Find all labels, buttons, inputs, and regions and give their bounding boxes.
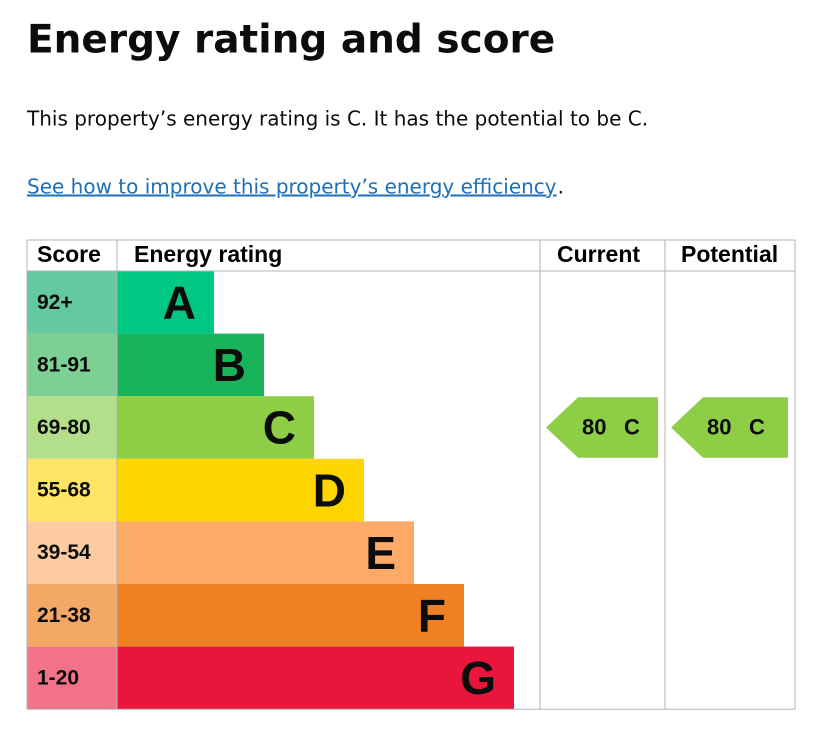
current-score: 80 bbox=[582, 414, 606, 439]
rating-letter: B bbox=[213, 339, 246, 391]
score-range: 1-20 bbox=[37, 666, 79, 689]
score-cell bbox=[27, 458, 117, 522]
title: Energy rating and score bbox=[27, 18, 555, 63]
rating-bar bbox=[117, 333, 264, 397]
column-header: Potential bbox=[681, 241, 778, 267]
column-header: Energy rating bbox=[134, 241, 282, 267]
rating-bar bbox=[117, 521, 414, 584]
rating-bar bbox=[117, 396, 314, 459]
score-range: 39-54 bbox=[37, 541, 91, 564]
rating-bar bbox=[117, 584, 464, 647]
current-arrow bbox=[546, 397, 658, 458]
rating-letter: E bbox=[365, 527, 396, 579]
rating-bar bbox=[117, 646, 514, 710]
score-range: 55-68 bbox=[37, 479, 91, 502]
score-range: 21-38 bbox=[37, 604, 91, 627]
score-cell bbox=[27, 584, 117, 647]
score-cell bbox=[27, 396, 117, 459]
potential-score: 80 bbox=[707, 414, 731, 439]
rating-letter: D bbox=[313, 464, 346, 516]
improve-link[interactable]: See how to improve this property’s energ… bbox=[27, 175, 557, 199]
rating-letter: A bbox=[163, 276, 196, 328]
score-range: 81-91 bbox=[37, 353, 91, 376]
score-cell bbox=[27, 521, 117, 584]
rating-letter: G bbox=[460, 652, 496, 704]
rating-letter: C bbox=[263, 402, 296, 454]
link-suffix: . bbox=[558, 175, 564, 199]
rating-bar bbox=[117, 271, 214, 334]
column-header: Current bbox=[557, 241, 640, 267]
rating-letter: F bbox=[418, 589, 446, 641]
score-range: 92+ bbox=[37, 291, 73, 314]
column-header: Score bbox=[37, 241, 101, 267]
potential-arrow bbox=[671, 397, 788, 458]
rating-table: Score Energy rating Current Potential 92+ A 81… bbox=[26, 239, 796, 710]
score-range: 69-80 bbox=[37, 416, 91, 439]
score-cell bbox=[27, 646, 117, 710]
score-cell bbox=[27, 333, 117, 397]
current-rating: C bbox=[624, 414, 640, 439]
potential-rating: C bbox=[749, 414, 765, 439]
rating-bar bbox=[117, 458, 364, 522]
score-cell bbox=[27, 271, 117, 334]
intro: This property’s energy rating is C. It h… bbox=[26, 107, 648, 131]
